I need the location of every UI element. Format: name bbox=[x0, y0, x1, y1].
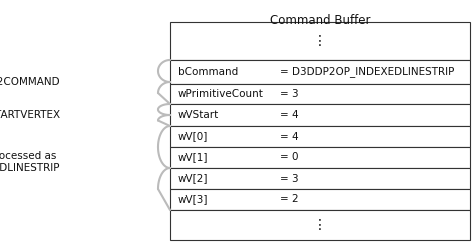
Bar bbox=[170, 84, 470, 104]
Text: wVStart: wVStart bbox=[178, 110, 219, 120]
Text: = 0: = 0 bbox=[280, 152, 298, 163]
Text: bCommand: bCommand bbox=[178, 67, 238, 77]
Bar bbox=[170, 210, 470, 240]
Text: = 3: = 3 bbox=[280, 173, 298, 183]
Bar bbox=[170, 168, 470, 189]
Text: ⋮: ⋮ bbox=[313, 218, 327, 232]
Text: = 3: = 3 bbox=[280, 89, 298, 99]
Text: = 4: = 4 bbox=[280, 132, 298, 142]
Text: D3DHAL_DP2STARTVERTEX: D3DHAL_DP2STARTVERTEX bbox=[0, 110, 60, 121]
Bar bbox=[170, 60, 470, 84]
Text: wV[2]: wV[2] bbox=[178, 173, 208, 183]
Text: wPrimitiveCount: wPrimitiveCount bbox=[178, 89, 264, 99]
Text: wV[1]: wV[1] bbox=[178, 152, 208, 163]
Text: ⋮: ⋮ bbox=[313, 34, 327, 48]
Text: Command Buffer: Command Buffer bbox=[270, 14, 370, 27]
Bar bbox=[170, 104, 470, 126]
Text: wV[3]: wV[3] bbox=[178, 194, 208, 204]
Bar bbox=[170, 147, 470, 168]
Text: = 2: = 2 bbox=[280, 194, 298, 204]
Bar bbox=[170, 22, 470, 60]
Text: = D3DDP2OP_INDEXEDLINESTRIP: = D3DDP2OP_INDEXEDLINESTRIP bbox=[280, 67, 455, 77]
Text: Line strip indices (processed as
D3DHAL_DP2INDEXEDLINESTRIP
structures): Line strip indices (processed as D3DHAL_… bbox=[0, 151, 60, 185]
Text: wV[0]: wV[0] bbox=[178, 132, 208, 142]
Text: D3DHAL_DP2COMMAND: D3DHAL_DP2COMMAND bbox=[0, 77, 60, 87]
Bar bbox=[170, 189, 470, 210]
Bar bbox=[170, 126, 470, 147]
Text: = 4: = 4 bbox=[280, 110, 298, 120]
